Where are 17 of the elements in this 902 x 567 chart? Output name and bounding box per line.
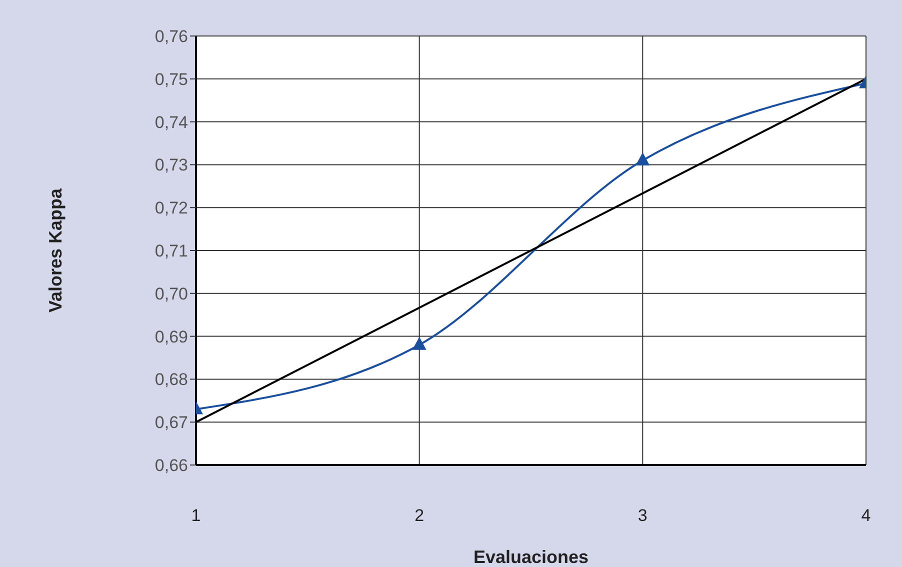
y-tick-label: 0,71 — [154, 242, 188, 261]
y-tick-label: 0,74 — [154, 112, 188, 132]
x-tick-label: 2 — [414, 506, 424, 526]
y-axis-title: Valores Kappa — [45, 187, 66, 313]
y-tick-label: 0,75 — [154, 70, 188, 89]
x-tick-label: 3 — [638, 506, 648, 526]
y-tick-label: 0,69 — [154, 327, 188, 346]
y-tick-label: 0,76 — [154, 27, 188, 46]
y-tick-label: 0,73 — [154, 156, 188, 175]
x-tick-label: 4 — [861, 506, 871, 526]
x-tick-label: 1 — [191, 506, 201, 526]
y-tick-label: 0,72 — [154, 198, 188, 218]
y-tick-label: 0,67 — [154, 413, 188, 432]
y-tick-label: 0,68 — [154, 370, 188, 390]
x-axis-title: Evaluaciones — [473, 547, 589, 567]
y-tick-label: 0,66 — [154, 456, 188, 476]
y-tick-label: 0,70 — [154, 284, 188, 304]
